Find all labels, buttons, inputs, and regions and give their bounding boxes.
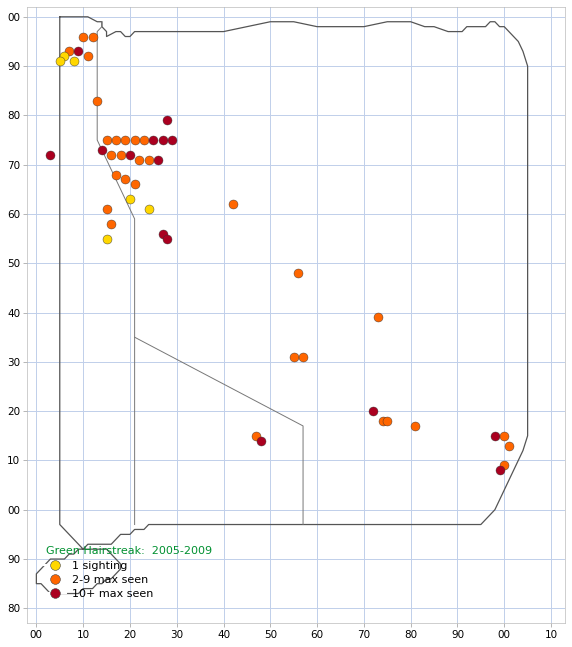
Point <box>140 135 149 145</box>
Point <box>411 421 420 431</box>
Point <box>158 228 167 239</box>
Text: Green Hairstreak:  2005-2009: Green Hairstreak: 2005-2009 <box>46 546 212 556</box>
Point <box>289 352 298 362</box>
Point <box>121 174 130 184</box>
Point <box>88 31 97 41</box>
Point <box>97 145 106 155</box>
Point <box>383 416 392 426</box>
Point <box>74 46 83 56</box>
Point <box>144 155 153 165</box>
Point <box>106 149 116 160</box>
Point <box>102 204 111 214</box>
Point <box>153 155 162 165</box>
Point <box>168 135 177 145</box>
Point <box>490 431 499 441</box>
Point <box>125 149 134 160</box>
Point <box>149 135 158 145</box>
Point <box>256 435 265 446</box>
Point <box>112 135 121 145</box>
Point <box>228 199 237 209</box>
Point <box>46 149 55 160</box>
Point <box>378 416 387 426</box>
Point <box>374 313 383 323</box>
Point <box>121 135 130 145</box>
Point <box>130 135 139 145</box>
Point <box>55 56 64 67</box>
Point <box>294 268 303 278</box>
Point <box>500 460 509 470</box>
Point <box>102 135 111 145</box>
Point <box>163 115 172 126</box>
Point <box>106 219 116 229</box>
Point <box>93 95 102 105</box>
Point <box>69 56 78 67</box>
Point <box>116 149 125 160</box>
Point <box>65 46 74 56</box>
Point <box>144 204 153 214</box>
Point <box>125 194 134 204</box>
Point <box>84 51 93 61</box>
Point <box>500 431 509 441</box>
Point <box>252 431 261 441</box>
Point <box>130 179 139 190</box>
Point <box>495 465 504 476</box>
Point <box>163 234 172 244</box>
Point <box>112 170 121 180</box>
Point <box>369 406 378 416</box>
Point <box>78 31 88 41</box>
Point <box>505 441 514 451</box>
Legend: 1 sighting, 2-9 max seen, 10+ max seen: 1 sighting, 2-9 max seen, 10+ max seen <box>41 558 157 602</box>
Point <box>60 51 69 61</box>
Point <box>158 135 167 145</box>
Point <box>102 234 111 244</box>
Point <box>299 352 308 362</box>
Point <box>135 155 144 165</box>
